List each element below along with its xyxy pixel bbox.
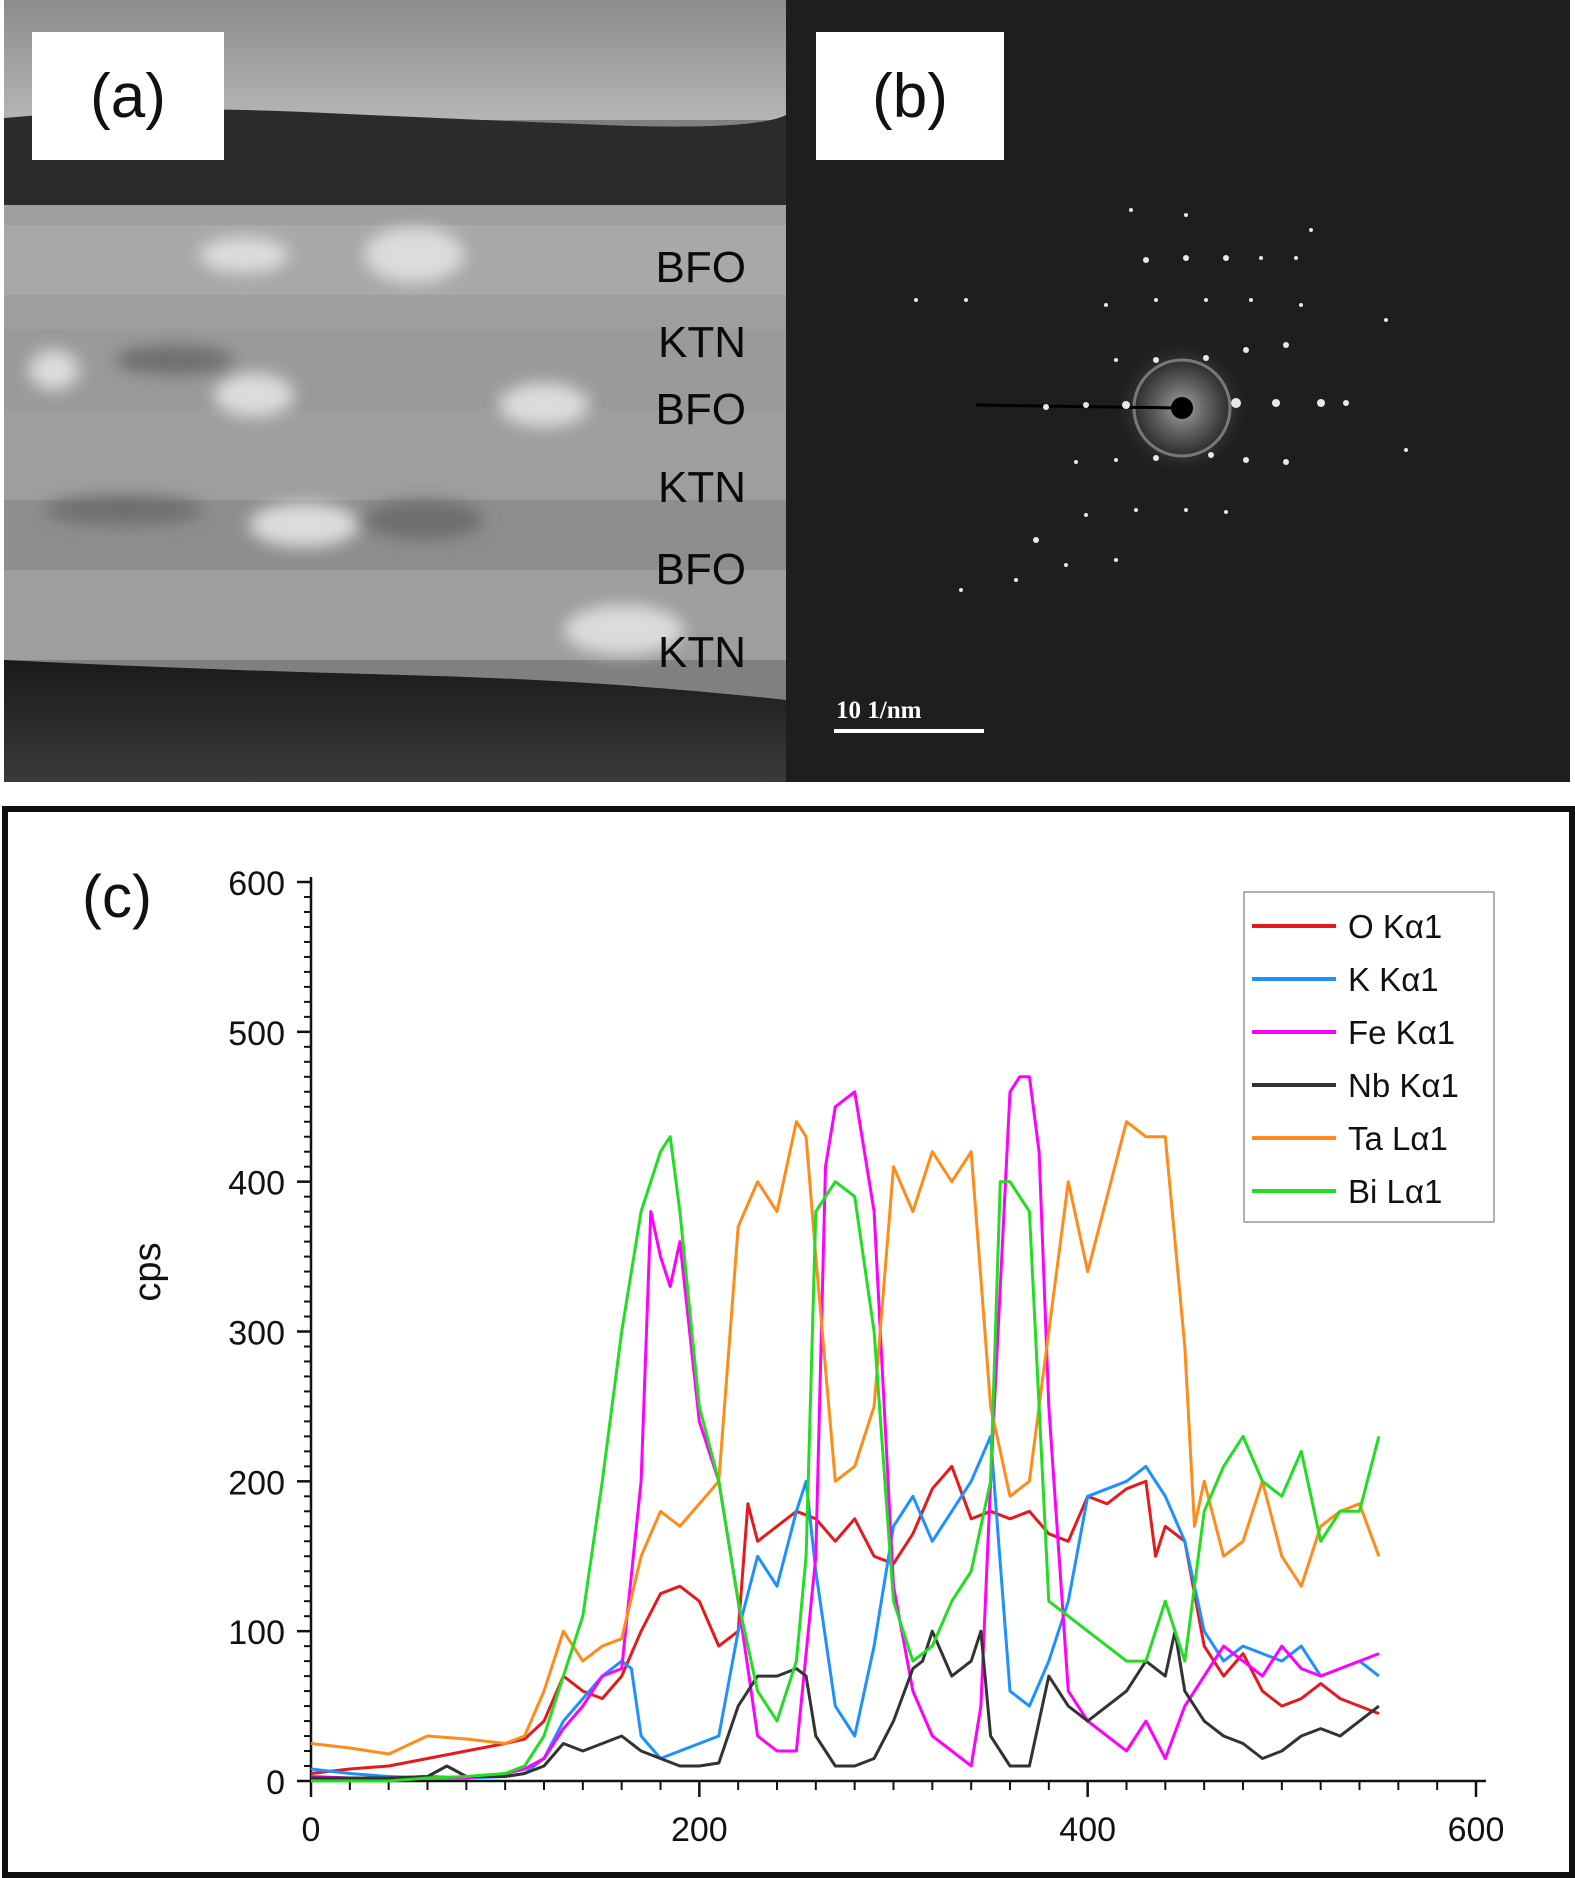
y-tick-label: 500 — [228, 1015, 285, 1053]
series-line-o — [310, 1464, 1380, 1775]
x-tick-label: 400 — [1059, 1811, 1116, 1849]
tem-micrograph — [4, 0, 786, 782]
y-tick-label: 400 — [228, 1165, 285, 1203]
tem-image-panel: (a) BFO KTN BFO KTN BFO KTN — [4, 0, 786, 782]
layer-label-6: KTN — [658, 628, 746, 677]
legend-label: Nb Kα1 — [1348, 1067, 1459, 1104]
series-line-fe — [310, 1075, 1380, 1780]
scale-bar-label: 10 1/nm — [836, 697, 922, 724]
diffraction-pattern — [914, 208, 1408, 592]
y-axis-label: cps — [127, 1242, 169, 1301]
series-line-k — [310, 1434, 1380, 1780]
eds-line-chart: (c) cps 0 100 200 300 400 500 600 0 200 400 600 O … — [82, 863, 1505, 1849]
legend-label: Ta Lα1 — [1348, 1120, 1448, 1157]
x-tick-label: 600 — [1448, 1811, 1505, 1849]
layer-label-5: BFO — [655, 545, 746, 594]
series-line-ta — [310, 1120, 1381, 1756]
legend: O Kα1 K Kα1 Fe Kα1 Nb Kα1 Ta Lα1 Bi Lα1 — [1243, 891, 1495, 1223]
panel-a-label: (a) — [32, 32, 224, 160]
legend-label: Bi Lα1 — [1348, 1173, 1442, 1210]
y-tick-label: 600 — [228, 865, 285, 903]
layer-label-2: KTN — [658, 318, 746, 367]
legend-label: K Kα1 — [1348, 961, 1439, 998]
y-tick-label: 300 — [228, 1315, 285, 1353]
diffraction-panel: (b) 10 1/nm — [786, 0, 1570, 782]
x-tick-label: 0 — [302, 1811, 321, 1849]
legend-label: Fe Kα1 — [1348, 1014, 1455, 1051]
y-tick-label: 0 — [266, 1764, 285, 1802]
series-line-bi — [311, 1135, 1381, 1783]
y-tick-label: 200 — [228, 1464, 285, 1502]
y-tick-label: 100 — [228, 1614, 285, 1652]
panel-c-label: (c) — [82, 863, 152, 930]
scale-bar — [834, 729, 984, 733]
eds-line-chart-panel: (c) cps 0 100 200 300 400 500 600 0 200 400 600 O … — [2, 806, 1575, 1878]
panel-b-label: (b) — [816, 32, 1004, 160]
x-tick-label: 200 — [671, 1811, 728, 1849]
legend-label: O Kα1 — [1348, 908, 1442, 945]
series-line-nb — [311, 1629, 1380, 1780]
layer-label-4: KTN — [658, 463, 746, 512]
legend-box — [1243, 891, 1495, 1223]
layer-label-1: BFO — [655, 243, 746, 292]
layer-label-3: BFO — [655, 385, 746, 434]
